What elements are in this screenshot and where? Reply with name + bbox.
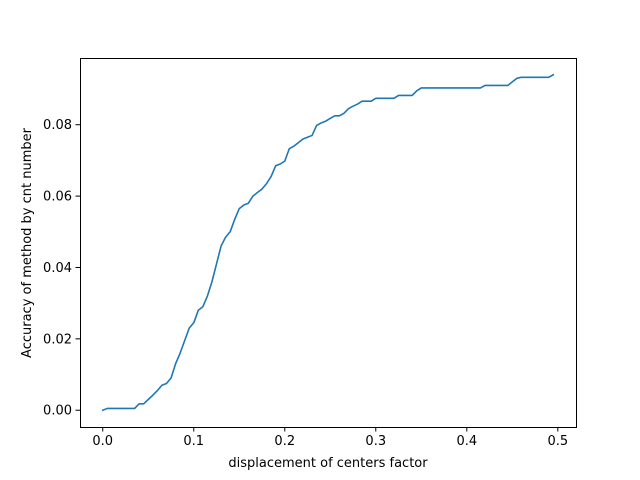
x-tick-label: 0.0 (92, 434, 113, 449)
plot-frame (80, 58, 577, 428)
x-tick-label: 0.1 (183, 434, 204, 449)
y-tick-label: 0.02 (43, 332, 72, 347)
x-axis-label: displacement of centers factor (228, 456, 428, 471)
x-tick-label: 0.5 (547, 434, 568, 449)
x-tick-label: 0.2 (274, 434, 295, 449)
axis-ticks: 0.0 0.1 0.2 0.3 0.4 0.5 0.00 0.02 0.04 0.06 0.08 (43, 118, 568, 449)
series-line (101, 73, 555, 412)
y-tick-label: 0.08 (43, 118, 72, 133)
x-tick-label: 0.4 (456, 434, 477, 449)
x-tick-label: 0.3 (365, 434, 386, 449)
y-tick-label: 0.04 (43, 261, 72, 276)
y-tick-label: 0.06 (43, 190, 72, 205)
y-axis-label: Accuracy of method by cnt number (20, 127, 35, 358)
y-tick-label: 0.00 (43, 404, 72, 419)
